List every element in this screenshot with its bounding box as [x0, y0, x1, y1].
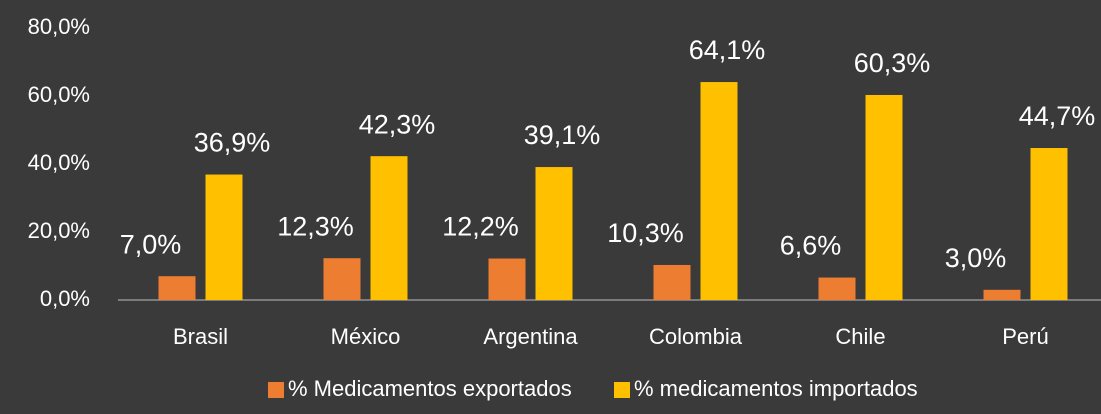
- y-tick-label: 60,0%: [28, 82, 90, 107]
- bar: [535, 167, 573, 300]
- bar: [488, 258, 526, 300]
- legend-swatch: [268, 382, 284, 398]
- data-label: 44,7%: [1019, 101, 1096, 131]
- bar: [700, 82, 738, 300]
- x-tick-label: Argentina: [483, 324, 578, 349]
- x-tick-label: México: [331, 324, 401, 349]
- data-label: 39,1%: [524, 120, 601, 150]
- bar: [323, 258, 361, 300]
- y-tick-label: 0,0%: [40, 286, 90, 311]
- x-tick-label: Chile: [835, 324, 885, 349]
- bar: [1030, 148, 1068, 300]
- data-label: 7,0%: [120, 229, 182, 259]
- bar: [370, 156, 408, 300]
- y-tick-label: 20,0%: [28, 218, 90, 243]
- legend-label: % Medicamentos exportados: [288, 376, 572, 401]
- data-label: 12,2%: [442, 212, 519, 242]
- data-label: 36,9%: [194, 128, 271, 158]
- data-label: 42,3%: [359, 109, 436, 139]
- bar: [653, 264, 691, 300]
- bar: [205, 174, 243, 300]
- x-tick-label: Colombia: [649, 324, 743, 349]
- bar: [158, 276, 196, 300]
- x-tick-label: Perú: [1002, 324, 1048, 349]
- legend-label: % medicamentos importados: [634, 376, 918, 401]
- data-label: 6,6%: [780, 231, 842, 261]
- bar: [865, 94, 903, 300]
- x-tick-label: Brasil: [173, 324, 228, 349]
- bar: [818, 277, 856, 300]
- data-label: 10,3%: [607, 218, 684, 248]
- y-tick-label: 80,0%: [28, 14, 90, 39]
- legend-swatch: [614, 382, 630, 398]
- data-label: 60,3%: [854, 48, 931, 78]
- data-label: 64,1%: [689, 35, 766, 65]
- y-tick-label: 40,0%: [28, 150, 90, 175]
- data-label: 3,0%: [945, 243, 1007, 273]
- bar: [983, 289, 1021, 300]
- data-label: 12,3%: [277, 211, 354, 241]
